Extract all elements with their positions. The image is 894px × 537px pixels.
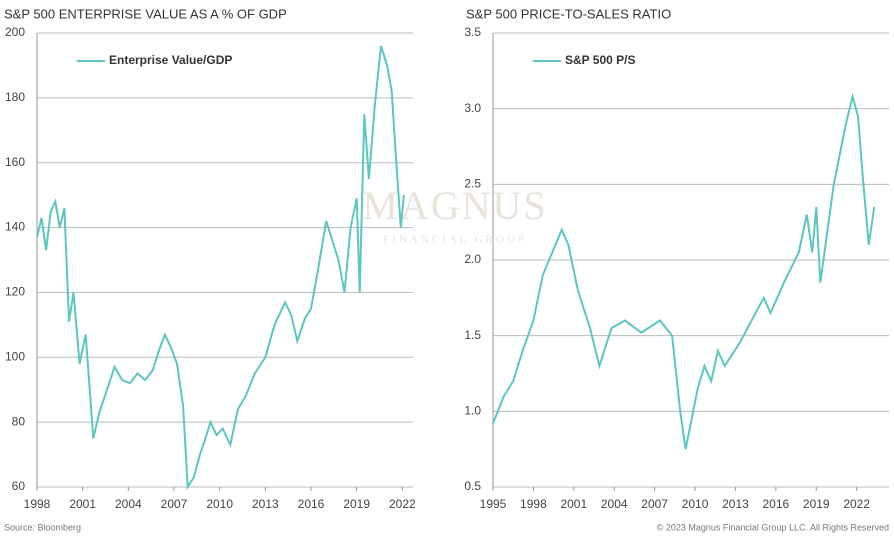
chart-title: S&P 500 PRICE-TO-SALES RATIO <box>466 6 671 21</box>
y-tick-label: 120 <box>5 285 25 299</box>
x-tick-label: 2022 <box>843 497 870 511</box>
x-tick-label: 2019 <box>343 497 370 511</box>
x-tick-label: 2010 <box>682 497 709 511</box>
x-tick-label: 2004 <box>115 497 142 511</box>
line <box>492 92 876 450</box>
copyright: © 2023 Magnus Financial Group LLC. All R… <box>657 522 889 532</box>
y-tick-label: 0.5 <box>464 479 481 493</box>
x-tick-label: 2001 <box>69 497 96 511</box>
y-tick-label: 180 <box>5 90 25 104</box>
x-tick-label: 2016 <box>763 497 790 511</box>
x-tick-label: 1998 <box>24 497 51 511</box>
y-tick-label: 60 <box>12 479 26 493</box>
y-tick-label: 2.0 <box>464 252 481 266</box>
legend-label: Enterprise Value/GDP <box>109 53 232 67</box>
x-tick-label: 2016 <box>298 497 325 511</box>
y-tick-label: 100 <box>5 349 25 363</box>
y-tick-label: 3.0 <box>464 101 481 115</box>
y-tick-label: 80 <box>12 414 26 428</box>
x-tick-label: 2007 <box>641 497 668 511</box>
watermark-tagline: FINANCIAL GROUP <box>383 234 527 246</box>
x-tick-label: 2013 <box>252 497 279 511</box>
y-tick-label: 2.5 <box>464 177 481 191</box>
x-tick-label: 2019 <box>803 497 830 511</box>
x-tick-label: 2013 <box>722 497 749 511</box>
line <box>36 45 405 491</box>
watermark: MAGNUS <box>362 183 547 228</box>
legend-label: S&P 500 P/S <box>565 53 636 67</box>
y-tick-label: 1.0 <box>464 404 481 418</box>
x-tick-label: 2010 <box>206 497 233 511</box>
x-tick-label: 2022 <box>389 497 416 511</box>
x-tick-label: 1998 <box>520 497 547 511</box>
x-tick-label: 2007 <box>161 497 188 511</box>
y-tick-label: 200 <box>5 25 25 39</box>
y-tick-label: 1.5 <box>464 328 481 342</box>
y-tick-label: 160 <box>5 155 25 169</box>
source: Source: Bloomberg <box>4 522 81 532</box>
x-tick-label: 2001 <box>560 497 587 511</box>
x-tick-label: 2004 <box>601 497 628 511</box>
x-tick-label: 1995 <box>480 497 507 511</box>
chart-title: S&P 500 ENTERPRISE VALUE AS A % OF GDP <box>4 6 287 21</box>
y-tick-label: 3.5 <box>464 25 481 39</box>
y-tick-label: 140 <box>5 220 25 234</box>
